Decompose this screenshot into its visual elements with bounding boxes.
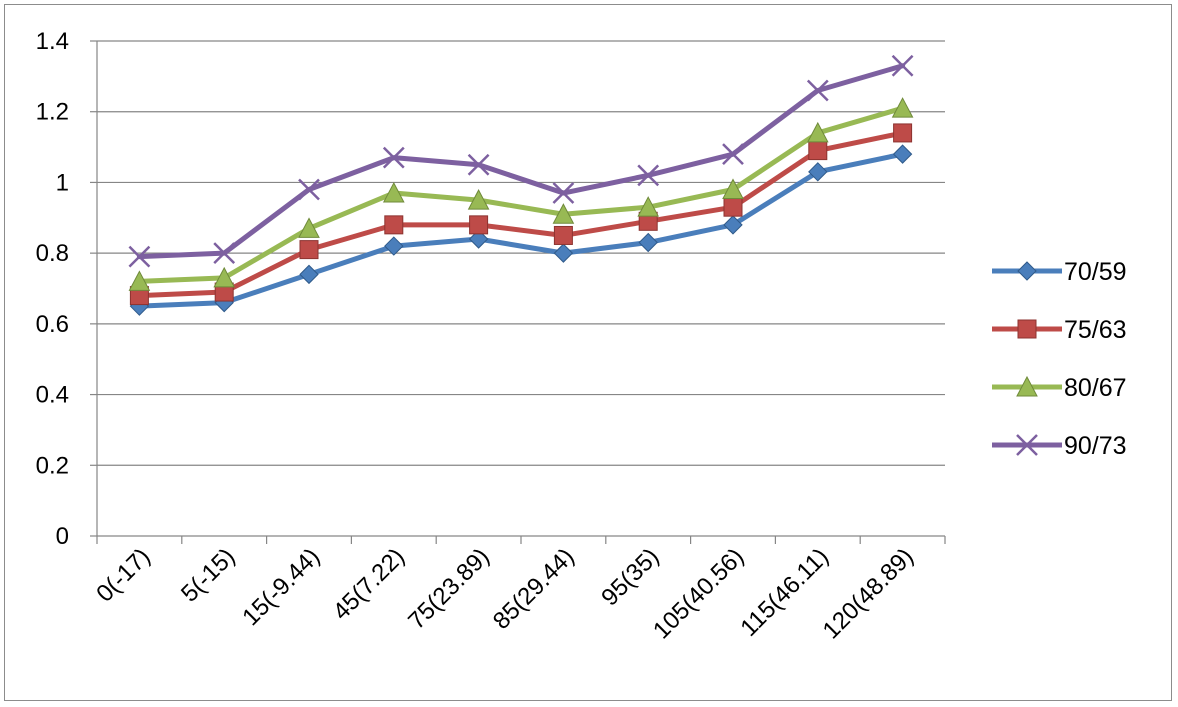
x-tick-label: 120(48.89) <box>818 543 919 644</box>
y-axis-tick-labels: 0 0.2 0.4 0.6 0.8 1 1.2 1.4 <box>36 28 69 550</box>
marker-square <box>553 225 573 245</box>
series-80-67 <box>128 97 914 291</box>
y-tick-label: 0.4 <box>36 382 69 409</box>
marker-cross <box>806 79 829 102</box>
marker-cross <box>298 178 320 201</box>
y-tick-label: 0 <box>56 523 69 550</box>
marker-square <box>299 240 319 260</box>
marker-cross <box>1016 434 1038 456</box>
legend-label: 90/73 <box>1064 432 1127 460</box>
marker-triangle <box>382 181 405 203</box>
legend-label: 80/67 <box>1064 374 1127 402</box>
legend-item-90-73: 90/73 <box>992 432 1127 460</box>
series-line <box>136 130 906 299</box>
marker-square <box>893 123 913 143</box>
axes <box>90 40 946 544</box>
marker-triangle <box>213 266 236 288</box>
legend-item-80-67: 80/67 <box>992 374 1127 402</box>
marker-diamond <box>1017 261 1037 281</box>
y-tick-label: 0.6 <box>36 311 69 338</box>
legend-item-75-63: 75/63 <box>992 316 1127 344</box>
marker-diamond <box>468 229 489 249</box>
marker-cross <box>128 245 151 268</box>
x-tick-label: 95(35) <box>596 543 664 611</box>
marker-square <box>469 215 489 235</box>
y-tick-label: 1 <box>56 169 69 196</box>
marker-triangle <box>1016 375 1038 397</box>
series-line <box>136 63 906 260</box>
x-tick-label: 15(-9.44) <box>237 543 325 631</box>
y-tick-label: 0.2 <box>36 452 69 479</box>
marker-triangle <box>806 121 829 143</box>
marker-cross <box>552 182 575 204</box>
marker-square <box>723 197 743 217</box>
marker-diamond <box>553 243 574 263</box>
marker-diamond <box>299 264 319 285</box>
x-tick-label: 75(23.89) <box>403 543 495 635</box>
series-90-73 <box>128 54 914 268</box>
legend-item-70-59: 70/59 <box>992 258 1127 286</box>
marker-square <box>808 141 828 161</box>
series-line <box>136 151 906 309</box>
series-line <box>136 105 906 284</box>
marker-diamond <box>723 215 743 235</box>
gridlines <box>97 40 945 466</box>
marker-diamond <box>384 236 404 256</box>
marker-triangle <box>891 97 914 118</box>
marker-cross <box>637 164 660 187</box>
x-tick-label: 85(29.44) <box>488 543 580 635</box>
legend-label: 70/59 <box>1064 258 1127 286</box>
marker-cross <box>891 54 914 77</box>
x-axis-tick-labels: 0(-17) 5(-15)15(-9.44) 45(7.22)75(23.89)85… <box>91 543 919 644</box>
legend-label: 75/63 <box>1064 316 1127 344</box>
marker-triangle <box>552 203 575 224</box>
series-75-63 <box>129 123 913 306</box>
marker-diamond <box>808 162 828 182</box>
x-tick-label: 5(-15) <box>176 543 240 607</box>
legend: 70/59 75/63 80/67 90/73 <box>992 258 1127 460</box>
data-series <box>128 54 914 316</box>
y-tick-label: 1.4 <box>36 28 69 55</box>
marker-cross <box>382 146 405 169</box>
marker-square <box>384 215 404 235</box>
marker-triangle <box>637 196 660 217</box>
marker-triangle <box>298 217 320 238</box>
chart-frame <box>4 4 1172 701</box>
marker-cross <box>467 153 490 176</box>
x-tick-label: 0(-17) <box>91 543 155 607</box>
marker-square <box>1017 319 1037 339</box>
marker-diamond <box>638 232 658 253</box>
marker-triangle <box>722 178 744 199</box>
marker-cross <box>213 242 236 265</box>
y-tick-label: 1.2 <box>36 99 69 126</box>
marker-diamond <box>892 144 913 164</box>
y-tick-label: 0.8 <box>36 240 69 267</box>
x-tick-label: 45(7.22) <box>328 543 410 625</box>
marker-cross <box>722 143 744 166</box>
marker-triangle <box>467 189 490 210</box>
x-tick-label: 105(40.56) <box>648 543 749 644</box>
marker-triangle <box>128 270 151 291</box>
